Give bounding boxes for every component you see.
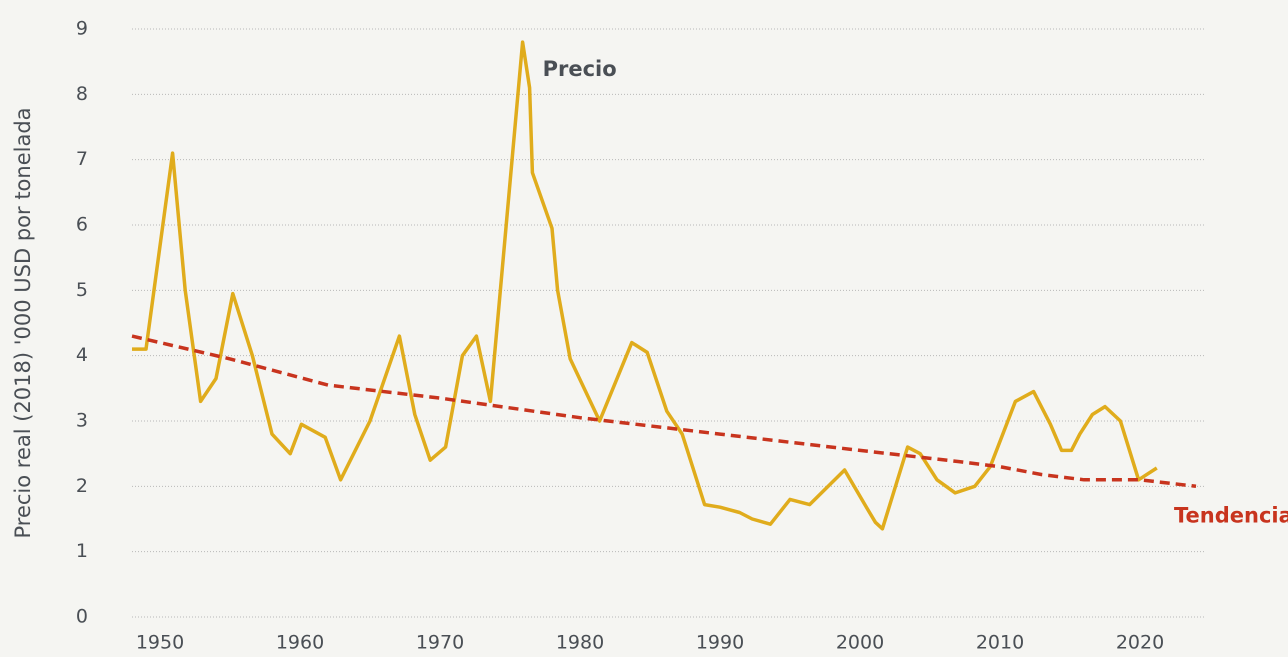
x-tick-label: 1960	[276, 632, 324, 654]
x-tick-label: 2020	[1116, 632, 1164, 654]
y-tick-label: 5	[76, 279, 88, 301]
x-tick-label: 1970	[416, 632, 464, 654]
series-label: Precio	[543, 57, 617, 81]
y-tick-label: 4	[76, 344, 88, 366]
x-tick-label: 2000	[836, 632, 884, 654]
x-tick-label: 2010	[976, 632, 1024, 654]
y-tick-label: 3	[76, 410, 88, 432]
x-tick-label: 1990	[696, 632, 744, 654]
y-tick-label: 2	[76, 475, 88, 497]
y-tick-label: 7	[76, 148, 88, 170]
y-tick-label: 1	[76, 540, 88, 562]
series-line	[131, 334, 1197, 489]
y-tick-label: 8	[76, 83, 88, 105]
y-axis-label: Precio real (2018) '000 USD por tonelada	[11, 107, 35, 538]
x-tick-label: 1950	[136, 632, 184, 654]
series-line	[132, 40, 1158, 531]
y-tick-label: 9	[76, 18, 88, 40]
y-tick-label: 0	[76, 606, 88, 628]
x-tick-label: 1980	[556, 632, 604, 654]
series-label: Tendencia	[1174, 503, 1288, 527]
y-tick-label: 6	[76, 214, 88, 236]
